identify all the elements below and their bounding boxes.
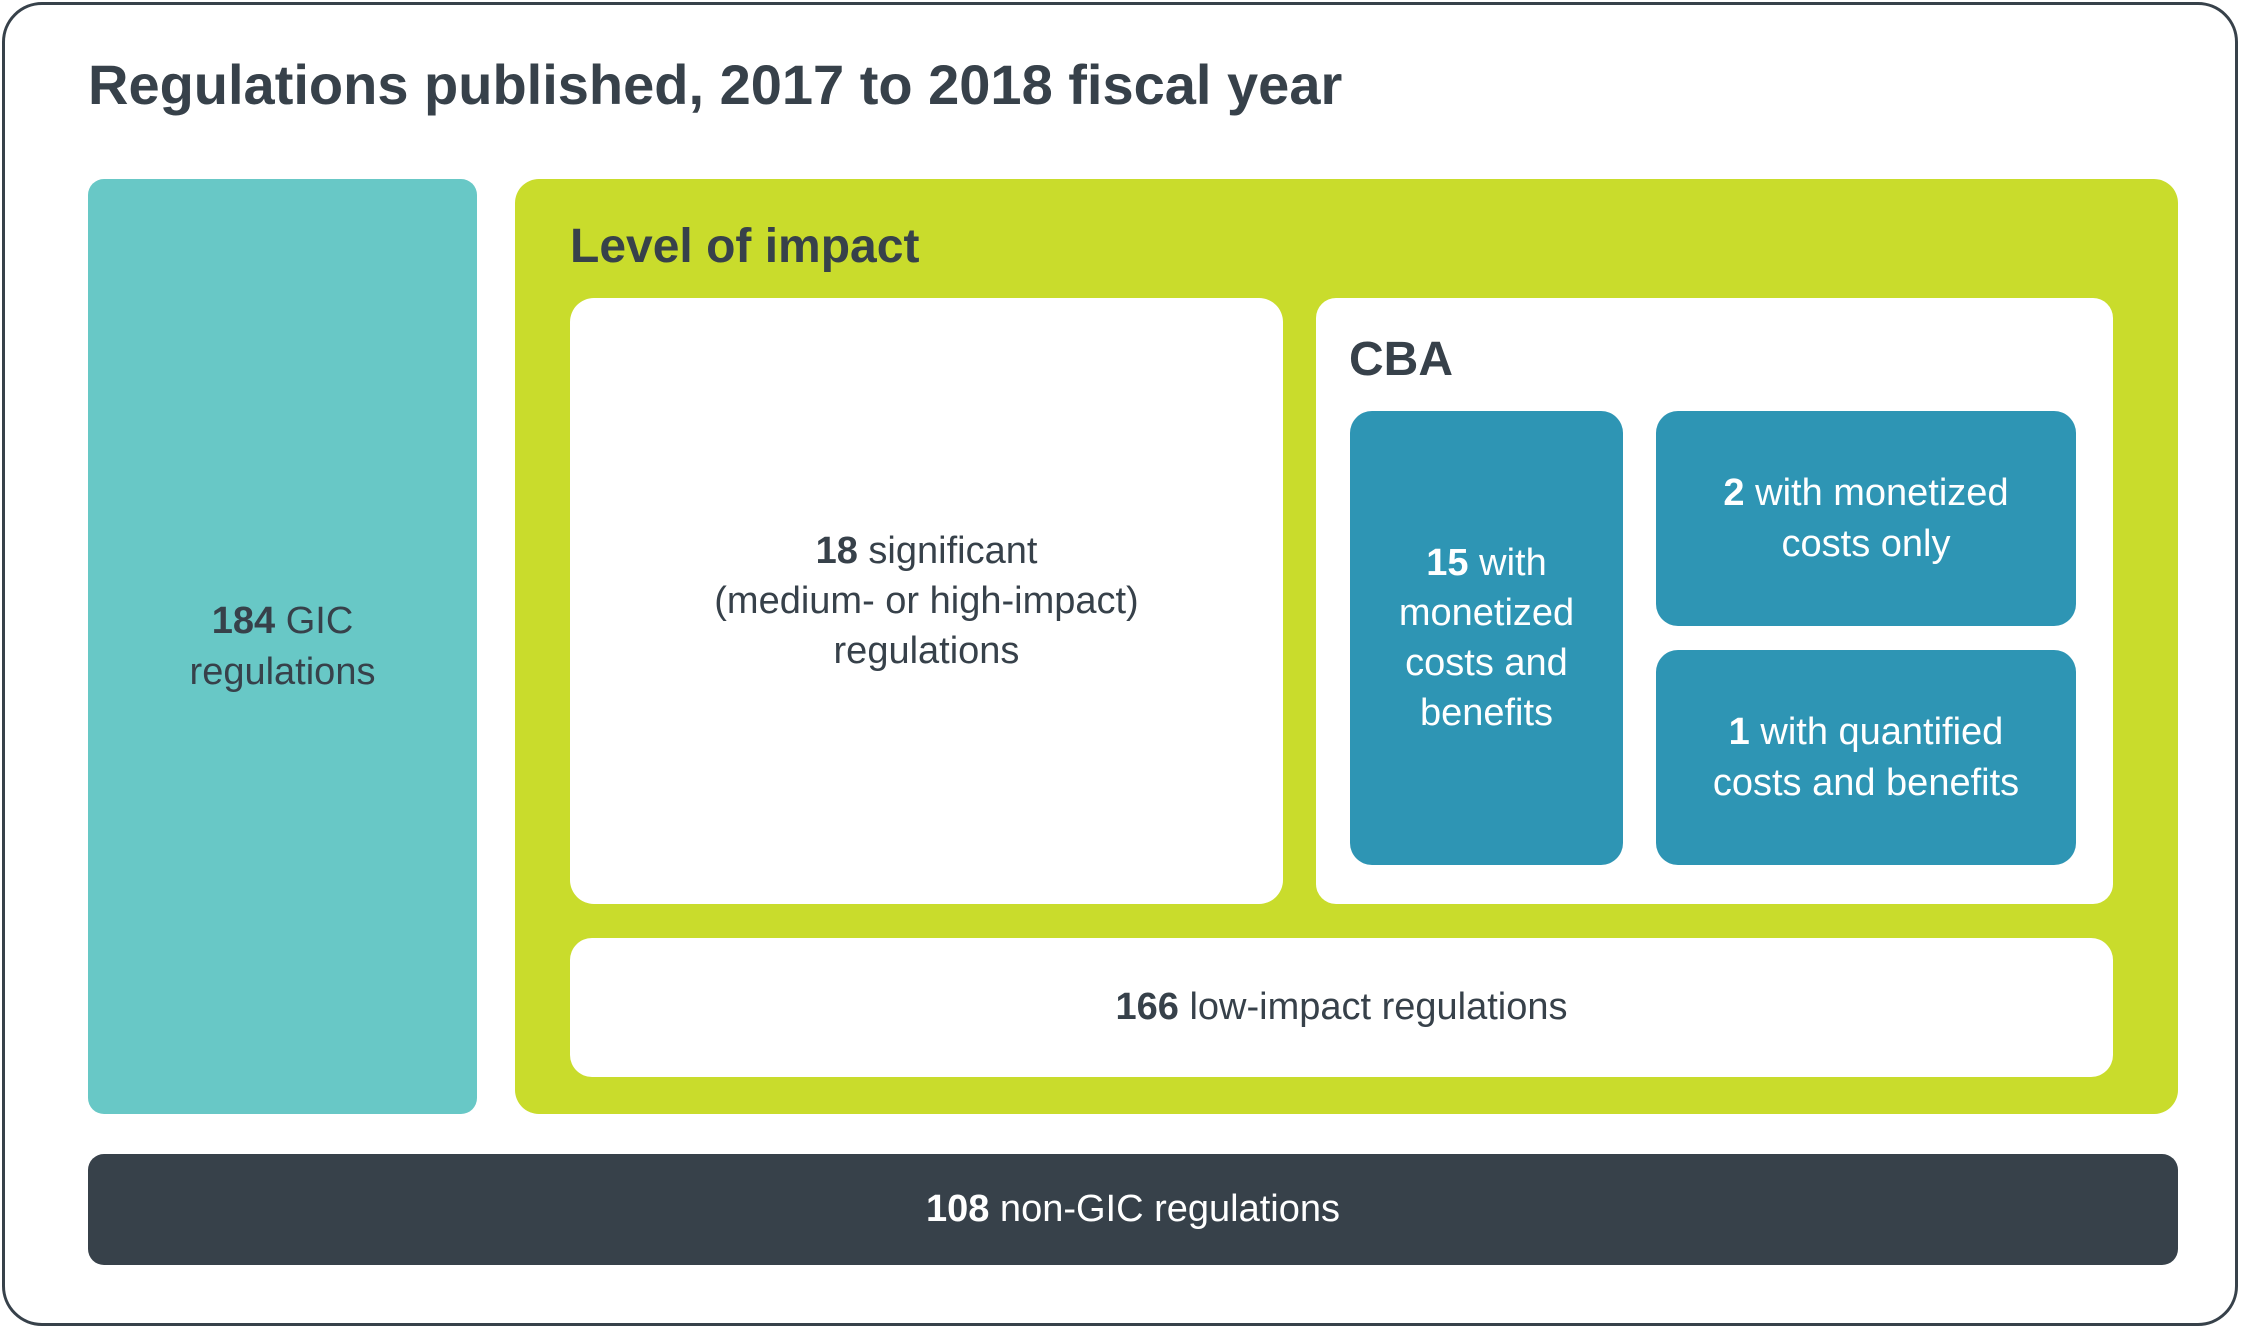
quantified-costs-and-benefits-tile: 1 with quantified costs and benefits xyxy=(1656,650,2076,865)
monetized-costs-only-tile: 2 with monetized costs only xyxy=(1656,411,2076,626)
low-impact-regulations-box: 166 low-impact regulations xyxy=(570,938,2113,1077)
monetized-costs-line1: with monetized xyxy=(1744,472,2009,515)
level-of-impact-title: Level of impact xyxy=(570,220,920,273)
gic-label-line1: GIC xyxy=(275,600,354,643)
monetized-costs-count: 2 xyxy=(1723,472,1745,515)
non-gic-regulations-box: 108 non-GIC regulations xyxy=(88,1154,2178,1265)
non-gic-label: non-GIC regulations xyxy=(989,1188,1341,1231)
non-gic-count: 108 xyxy=(925,1188,990,1231)
gic-label-line2: regulations xyxy=(189,650,376,693)
gic-count: 184 xyxy=(211,600,276,643)
low-impact-label: low-impact regulations xyxy=(1178,986,1568,1029)
monetized-both-line2: monetized xyxy=(1398,591,1575,634)
quantified-line2: costs and benefits xyxy=(1712,761,2020,804)
gic-regulations-box: 184 GIC regulations xyxy=(88,179,477,1114)
significant-regulations-box: 18 significant (medium- or high-impact) … xyxy=(570,298,1283,904)
significant-label-line3: regulations xyxy=(833,630,1020,673)
monetized-both-count: 15 xyxy=(1426,541,1469,584)
monetized-costs-line2: costs only xyxy=(1781,522,1951,565)
significant-label-line2: (medium- or high-impact) xyxy=(714,579,1139,622)
monetized-both-line4: benefits xyxy=(1419,692,1554,735)
monetized-costs-and-benefits-tile: 15 with monetized costs and benefits xyxy=(1350,411,1623,865)
quantified-line1: with quantified xyxy=(1749,711,2004,754)
low-impact-count: 166 xyxy=(1115,986,1179,1029)
monetized-both-line1: with xyxy=(1468,541,1547,584)
monetized-both-line3: costs and xyxy=(1405,642,1568,684)
significant-count: 18 xyxy=(815,529,858,572)
figure-title: Regulations published, 2017 to 2018 fisc… xyxy=(88,53,1343,116)
significant-label-line1: significant xyxy=(857,529,1038,572)
cba-title: CBA xyxy=(1349,333,1453,386)
quantified-count: 1 xyxy=(1728,711,1750,754)
